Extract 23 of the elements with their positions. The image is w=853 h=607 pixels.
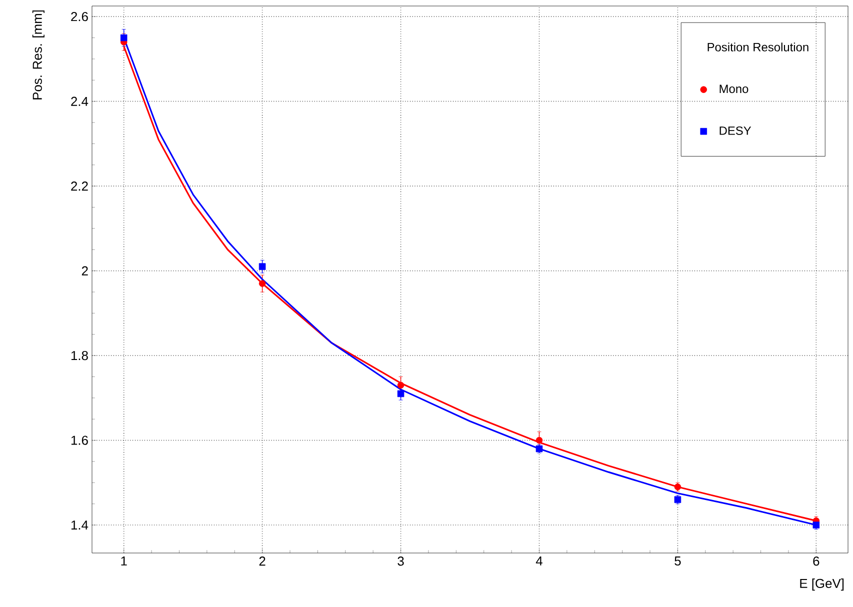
- legend-label: Mono: [720, 84, 748, 94]
- x-axis-title: E [GeV]: [800, 578, 844, 591]
- y-tick-label: 2.2: [71, 182, 88, 191]
- x-tick-label: 3: [398, 556, 404, 566]
- y-tick-label: 2: [82, 266, 88, 276]
- y-tick-label: 1.4: [71, 520, 88, 530]
- y-tick-label: 1.6: [71, 436, 88, 445]
- y-axis-title: Pos. Res. [mm]: [32, 10, 44, 100]
- y-tick-label: 2.4: [71, 96, 88, 106]
- x-tick-label: 2: [259, 556, 266, 566]
- y-tick-label: 1.8: [71, 350, 88, 360]
- x-tick-label: 6: [813, 556, 820, 566]
- x-tick-label: 5: [674, 556, 681, 566]
- point: [674, 484, 682, 490]
- point: [397, 382, 404, 389]
- point: [397, 390, 404, 398]
- x-tick-label: 1: [121, 556, 127, 566]
- legend-label: DESY: [720, 126, 752, 135]
- legend-title: Position Resolution: [708, 42, 808, 52]
- x-tick-label: 4: [536, 556, 542, 566]
- point: [258, 280, 266, 287]
- point: [258, 263, 266, 270]
- y-tick-label: 2.6: [71, 12, 88, 22]
